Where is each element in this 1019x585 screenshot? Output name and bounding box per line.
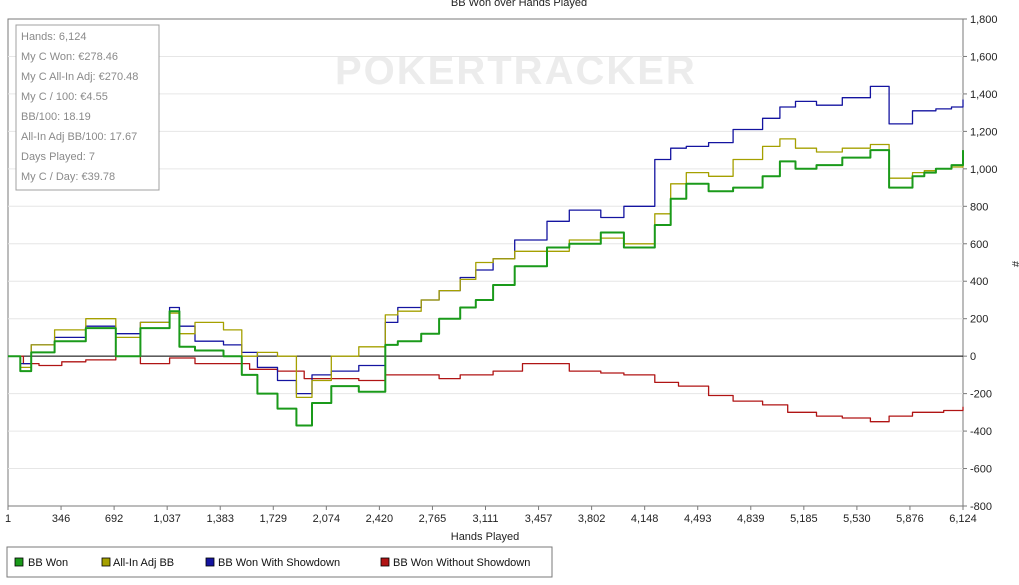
x-tick-label: 2,074	[313, 513, 341, 525]
legend: BB Won All-In Adj BB BB Won With Showdow…	[6, 546, 553, 578]
x-tick-label: 6,124	[949, 513, 977, 525]
legend-label-bb-won-without-showdown: BB Won Without Showdown	[393, 557, 530, 569]
stat-per-100: My C / 100: €4.55	[21, 91, 108, 103]
legend-label-allin-adj-bb: All-In Adj BB	[113, 557, 174, 569]
y-tick-label: -800	[970, 501, 992, 513]
pokertracker-watermark: POKERTRACKER	[335, 49, 697, 93]
legend-item-bb-won: BB Won	[14, 557, 68, 569]
x-tick-label: 3,457	[525, 513, 553, 525]
y-tick-label: 1,600	[970, 51, 998, 63]
x-tick-label: 692	[105, 513, 123, 525]
x-tick-label: 1,037	[153, 513, 181, 525]
stat-won: My C Won: €278.46	[21, 51, 118, 63]
y-tick-label: -600	[970, 464, 992, 476]
x-tick-label: 3,802	[578, 513, 606, 525]
x-tick-label: 1,383	[206, 513, 234, 525]
legend-swatch-bb-won	[14, 557, 24, 567]
x-tick-label: 4,148	[631, 513, 659, 525]
legend-label-bb-won-with-showdown: BB Won With Showdown	[218, 557, 340, 569]
series-layer	[8, 85, 964, 427]
stat-days-played: Days Played: 7	[21, 151, 95, 163]
y-tick-label: 200	[970, 314, 988, 326]
legend-swatch-bb-won-with-showdown	[205, 557, 215, 567]
legend-item-allin-adj-bb: All-In Adj BB	[101, 557, 174, 569]
legend-label-bb-won: BB Won	[28, 557, 68, 569]
x-tick-label: 2,420	[366, 513, 394, 525]
y-tick-label: 600	[970, 239, 988, 251]
stat-allin-bb-100: All-In Adj BB/100: 17.67	[21, 131, 137, 143]
y-tick-label: 1,400	[970, 89, 998, 101]
x-axis-ticks: 1 346 692 1,037 1,383 1,729 2,074 2,420 2,765 3,1…	[5, 506, 977, 525]
x-tick-label: 3,111	[473, 513, 499, 525]
stats-box: Hands: 6,124 My C Won: €278.46 My C All-…	[15, 24, 160, 191]
x-tick-label: 4,493	[684, 513, 712, 525]
x-tick-label: 5,185	[790, 513, 818, 525]
x-tick-label: 2,765	[419, 513, 447, 525]
x-tick-label: 1	[5, 513, 11, 525]
y-tick-label: -400	[970, 426, 992, 438]
chart-title: BB Won over Hands Played	[451, 0, 587, 9]
stat-per-day: My C / Day: €39.78	[21, 171, 115, 183]
grid-lines	[8, 55, 963, 470]
legend-item-bb-won-without-showdown: BB Won Without Showdown	[380, 557, 530, 569]
stat-allin-adj: My C All-In Adj: €270.48	[21, 71, 138, 83]
y-tick-label: 400	[970, 276, 988, 288]
y-tick-label: 1,000	[970, 164, 998, 176]
y-tick-label: 800	[970, 201, 988, 213]
x-tick-label: 5,876	[896, 513, 924, 525]
stat-bb-100: BB/100: 18.19	[21, 111, 91, 123]
legend-swatch-bb-won-without-showdown	[380, 557, 390, 567]
series-line-bb-won-without-showdown	[8, 355, 964, 423]
y-tick-label: 1,800	[970, 14, 998, 26]
x-tick-label: 4,839	[737, 513, 765, 525]
legend-item-bb-won-with-showdown: BB Won With Showdown	[205, 557, 340, 569]
legend-swatch-allin-adj-bb	[101, 557, 111, 567]
y-tick-label: -200	[970, 389, 992, 401]
y-tick-label: 0	[970, 351, 976, 363]
stat-hands: Hands: 6,124	[21, 31, 86, 43]
x-axis-title: Hands Played	[451, 531, 520, 543]
x-tick-label: 5,530	[843, 513, 871, 525]
y-axis-title: #	[1009, 261, 1019, 268]
series-line-bb-won	[8, 149, 964, 427]
x-tick-label: 1,729	[260, 513, 288, 525]
y-tick-label: 1,200	[970, 126, 998, 138]
x-tick-label: 346	[52, 513, 70, 525]
y-axis-ticks: -800 -600 -400 -200 0 200 400 600 800 1,000 1,200 1…	[963, 14, 998, 513]
